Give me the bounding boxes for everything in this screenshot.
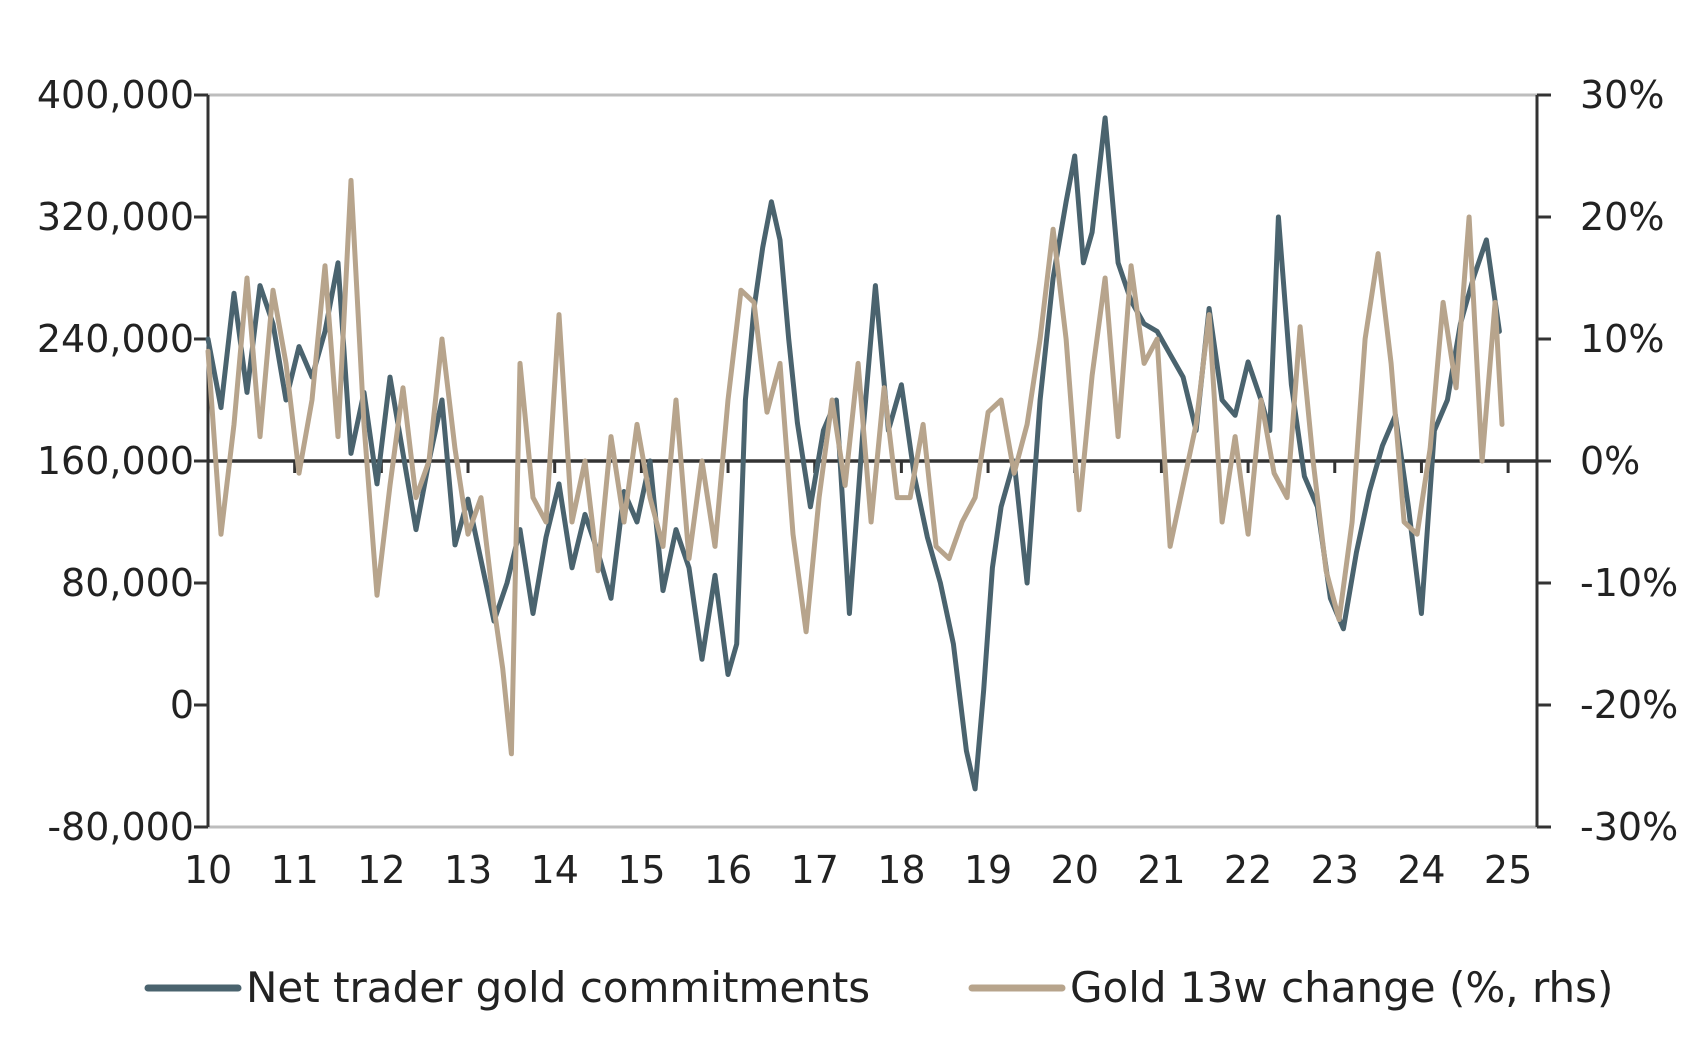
series-line-2 <box>205 177 1505 757</box>
x-tick-label: 18 <box>877 848 925 892</box>
legend: Net trader gold commitments Gold 13w cha… <box>144 963 1613 1012</box>
series-lines <box>205 115 1505 792</box>
x-tick-label: 20 <box>1051 848 1099 892</box>
right-tick-label: -20% <box>1580 683 1678 727</box>
x-tick-label: 11 <box>270 848 318 892</box>
left-tick-label: 160,000 <box>37 439 194 483</box>
series-line-1 <box>205 115 1502 792</box>
x-tick-label: 25 <box>1484 848 1532 892</box>
right-tick-label: 0% <box>1580 439 1640 483</box>
right-tick-label: -30% <box>1580 805 1678 849</box>
left-tick-label: 240,000 <box>37 317 194 361</box>
x-tick-label: 16 <box>704 848 752 892</box>
x-tick-label: 22 <box>1224 848 1272 892</box>
left-tick-label: -80,000 <box>47 805 194 849</box>
x-tick-label: 12 <box>357 848 405 892</box>
left-tick-label: 400,000 <box>37 73 194 117</box>
x-tick-label: 17 <box>791 848 839 892</box>
x-tick-label: 19 <box>964 848 1012 892</box>
left-tick-label: 0 <box>170 683 194 727</box>
x-tick-label: 24 <box>1397 848 1445 892</box>
x-tick-label: 10 <box>184 848 232 892</box>
x-tick-label: 13 <box>444 848 492 892</box>
left-tick-label: 320,000 <box>37 195 194 239</box>
legend-label-series-1: Net trader gold commitments <box>246 963 870 1012</box>
right-tick-label: 10% <box>1580 317 1664 361</box>
right-y-axis: 30% 20% 10% 0% -10% -20% -30% <box>1535 73 1678 849</box>
left-tick-label: 80,000 <box>61 561 194 605</box>
x-tick-label: 14 <box>531 848 579 892</box>
x-tick-label: 15 <box>617 848 665 892</box>
legend-label-series-2: Gold 13w change (%, rhs) <box>1070 963 1613 1012</box>
plot-frame <box>208 93 1537 829</box>
left-y-axis: 400,000 320,000 240,000 160,000 80,000 0 -80,0… <box>37 73 210 849</box>
right-tick-label: 20% <box>1580 195 1664 239</box>
x-tick-label: 23 <box>1311 848 1359 892</box>
x-tick-label: 21 <box>1137 848 1185 892</box>
right-tick-label: -10% <box>1580 561 1678 605</box>
right-tick-label: 30% <box>1580 73 1664 117</box>
